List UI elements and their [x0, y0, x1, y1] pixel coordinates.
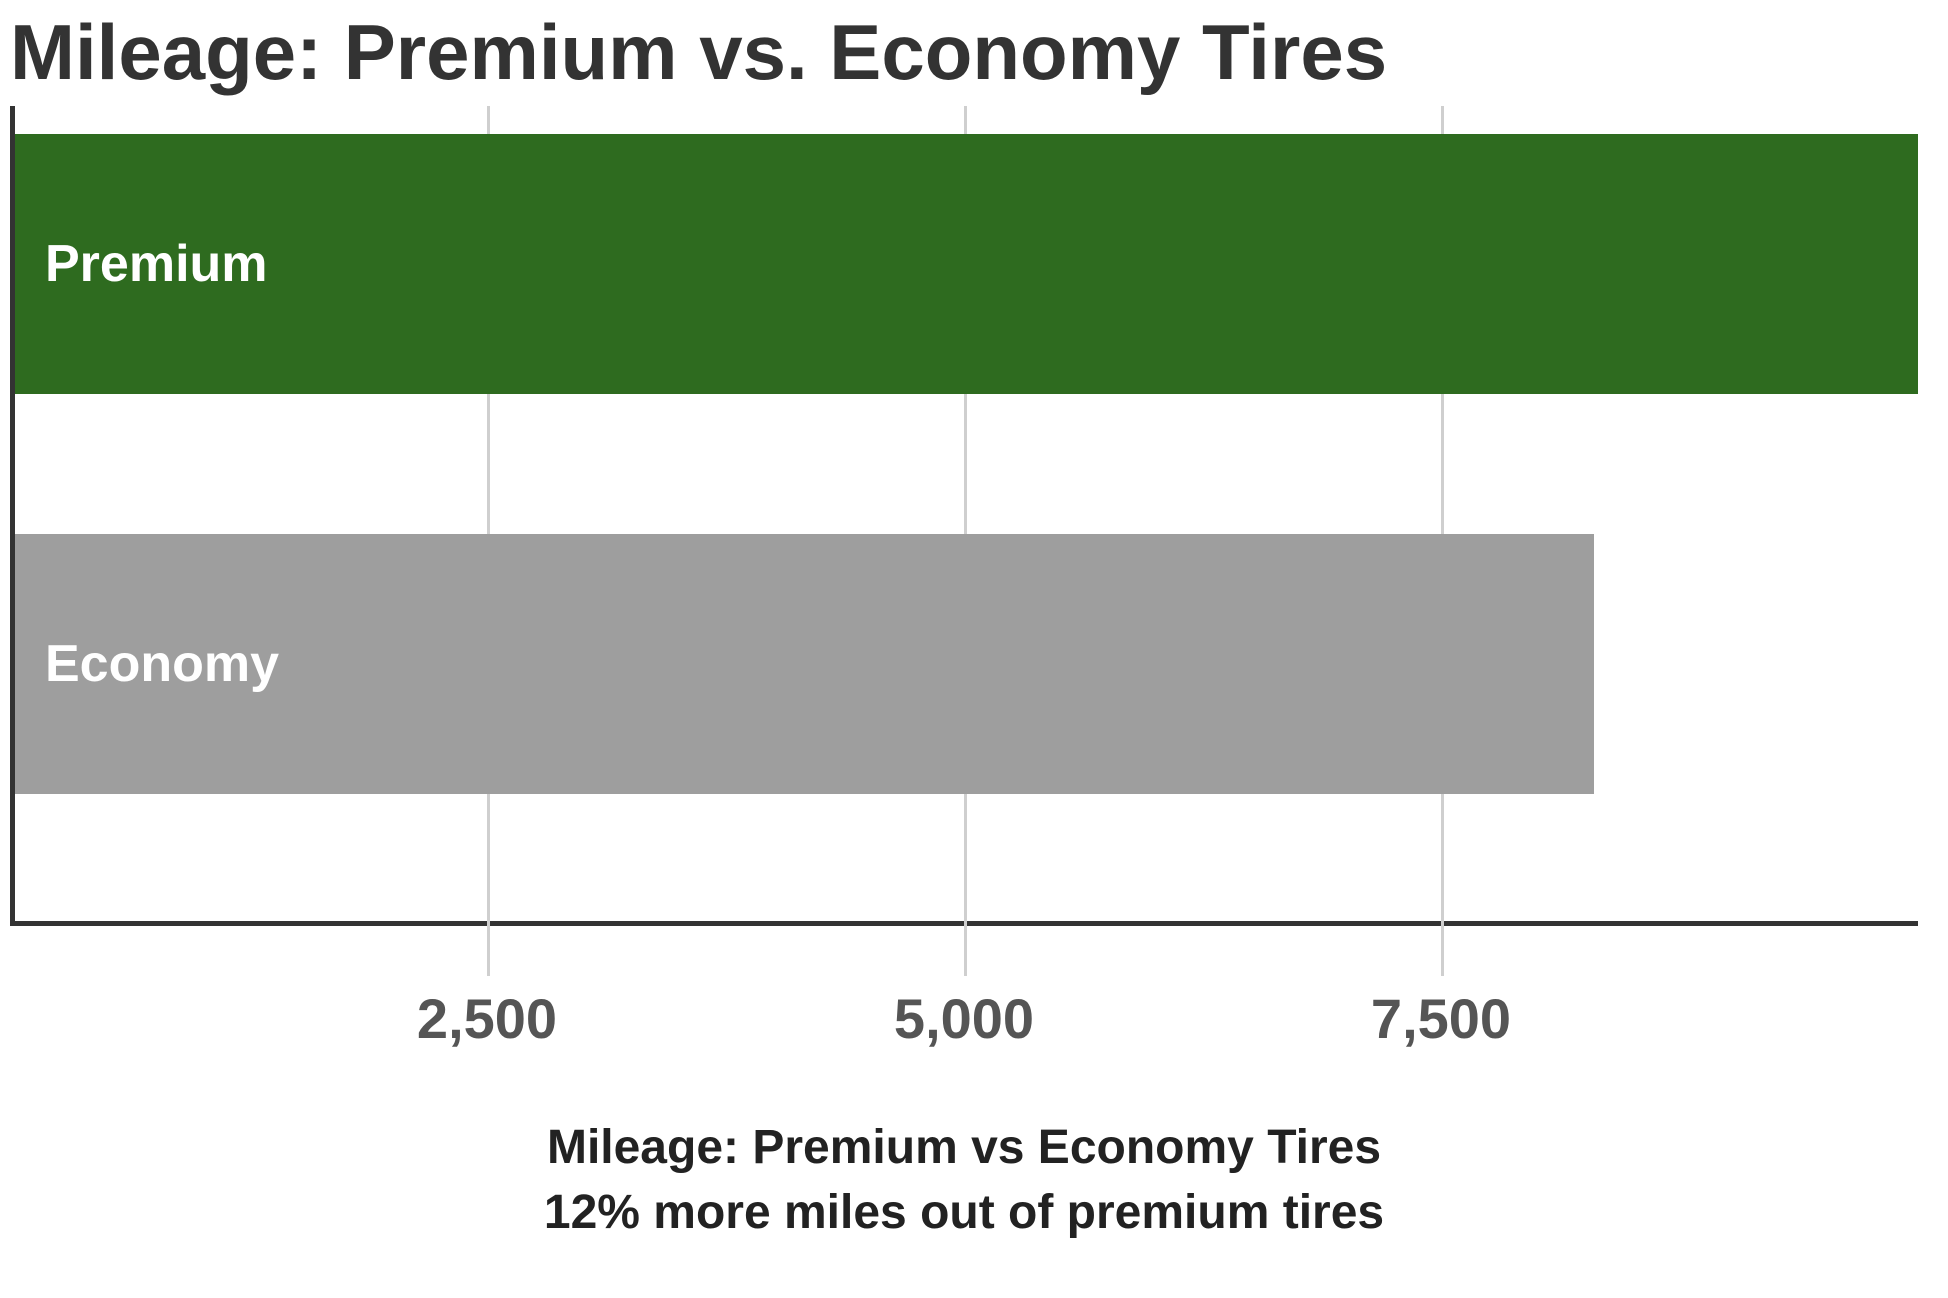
chart-captions: Mileage: Premium vs Economy Tires 12% mo…: [10, 1116, 1918, 1246]
chart-title: Mileage: Premium vs. Economy Tires: [10, 10, 1918, 96]
bar-label: Premium: [45, 234, 268, 294]
bar-economy: Economy: [15, 534, 1594, 794]
x-tick-label: 5,000: [894, 986, 1034, 1051]
x-tick-label: 7,500: [1371, 986, 1511, 1051]
bar-premium: Premium: [15, 134, 1918, 394]
plot-area: Premium Economy: [10, 106, 1918, 926]
bar-label: Economy: [45, 634, 279, 694]
x-tick-label: 2,500: [417, 986, 557, 1051]
x-axis-labels: 2,500 5,000 7,500: [10, 926, 1918, 1056]
caption-line-1: Mileage: Premium vs Economy Tires: [10, 1116, 1918, 1181]
caption-line-2: 12% more miles out of premium tires: [10, 1181, 1918, 1246]
